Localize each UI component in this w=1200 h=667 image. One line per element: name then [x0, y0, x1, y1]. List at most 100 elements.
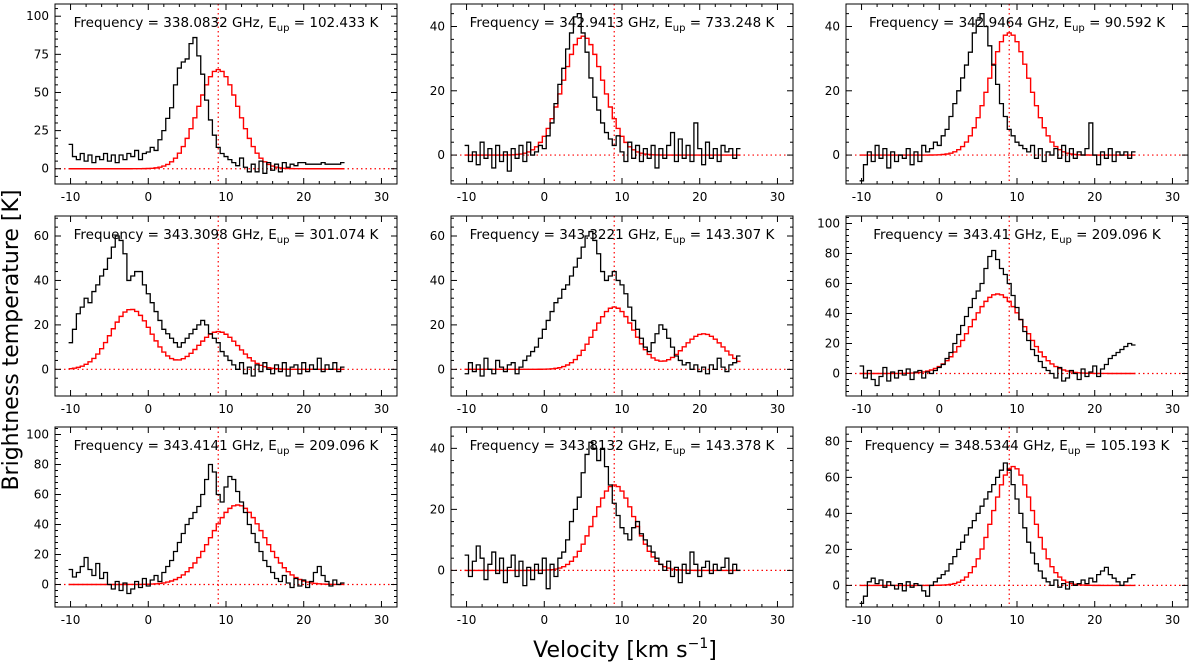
x-tick-label: 30 — [1165, 402, 1180, 416]
spectrum-panel-4: -10 0 10 20 30 0 20 40 60 Frequency = 343.3098 GH… — [34, 215, 398, 416]
spectrum-panel-9: -10 0 10 20 30 0 20 40 60 80 Frequency = 348.5344 … — [825, 426, 1189, 627]
x-tick-label: -10 — [457, 402, 477, 416]
spectrum-panel-2: -10 0 10 20 30 0 20 40 Frequency = 342.9413 GHz,… — [430, 3, 794, 204]
y-tick-label: 100 — [817, 217, 840, 231]
panel-title-end: = 143.378 K — [685, 438, 775, 454]
plot-area — [55, 427, 397, 607]
x-tick-label: 0 — [144, 613, 152, 627]
y-tick-label: 40 — [34, 518, 49, 532]
panel-frame — [450, 426, 794, 608]
spectrum-panel-1: -10 0 10 20 30 0 25 50 75 100 Frequency = 338.0832… — [26, 3, 398, 204]
y-tick-label: 20 — [825, 84, 840, 98]
x-tick-label: 10 — [218, 613, 233, 627]
x-tick-label: 10 — [1009, 190, 1024, 204]
x-tick-label: 30 — [374, 402, 389, 416]
y-tick-label: 75 — [34, 47, 49, 61]
model-spectrum — [464, 35, 741, 156]
y-tick-label: 20 — [825, 337, 840, 351]
y-tick-label: 0 — [832, 578, 840, 592]
panel-title-end: = 90.592 K — [1085, 15, 1166, 31]
panel-title-end: = 733.248 K — [685, 15, 775, 31]
x-tick-label: 0 — [935, 190, 943, 204]
plot-area — [846, 427, 1188, 607]
y-tick-label: 0 — [41, 362, 49, 376]
plot-area — [451, 427, 793, 607]
x-tick-label: 30 — [374, 190, 389, 204]
plot-area — [55, 4, 397, 184]
x-tick-label: 20 — [296, 613, 311, 627]
observed-spectrum — [68, 36, 345, 174]
x-tick-label: 10 — [218, 190, 233, 204]
x-tick-label: -10 — [457, 190, 477, 204]
y-tick-label: 40 — [430, 20, 445, 34]
observed-spectrum — [68, 235, 345, 377]
y-tick-label: 20 — [430, 502, 445, 516]
x-tick-label: 10 — [614, 190, 629, 204]
panel-title-sub: up — [673, 235, 686, 246]
panel-title-end: = 301.074 K — [289, 227, 379, 243]
panel-title-sub: up — [673, 446, 686, 457]
panel-title-sub: up — [1059, 235, 1072, 246]
x-tick-label: 0 — [540, 190, 548, 204]
model-spectrum — [859, 293, 1136, 375]
y-tick-label: 0 — [437, 563, 445, 577]
x-tick-label: 20 — [692, 190, 707, 204]
panel-title: Frequency = 343.4141 GHz, Eup = 209.096 … — [74, 438, 380, 457]
panel-title-main: Frequency = 343.3221 GHz, E — [470, 227, 673, 243]
x-tick-label: -10 — [852, 402, 872, 416]
panel-title-sub: up — [1068, 446, 1081, 457]
x-tick-label: 30 — [770, 190, 785, 204]
panel-title: Frequency = 342.9464 GHz, Eup = 90.592 K — [869, 15, 1166, 34]
model-spectrum — [68, 504, 345, 586]
panel-title-end: = 209.096 K — [1072, 227, 1162, 243]
y-tick-label: 20 — [430, 318, 445, 332]
x-tick-label: 20 — [296, 402, 311, 416]
panel-title-main: Frequency = 343.8132 GHz, E — [470, 438, 673, 454]
panel-title-main: Frequency = 343.4141 GHz, E — [74, 438, 277, 454]
spectrum-panel-3: -10 0 10 20 30 0 20 40 Frequency = 342.9464 GHz,… — [825, 3, 1189, 204]
observed-spectrum — [464, 441, 741, 590]
panel-frame — [845, 215, 1189, 397]
y-tick-label: 40 — [825, 307, 840, 321]
model-spectrum — [68, 68, 345, 170]
model-spectrum — [859, 465, 1136, 587]
plot-area — [451, 216, 793, 396]
panel-title-end: = 143.307 K — [685, 227, 775, 243]
panel-title: Frequency = 343.3098 GHz, Eup = 301.074 … — [74, 227, 380, 246]
y-tick-label: 0 — [832, 367, 840, 381]
panel-title-main: Frequency = 338.0832 GHz, E — [74, 15, 277, 31]
observed-spectrum — [464, 230, 741, 377]
panel-title: Frequency = 342.9413 GHz, Eup = 733.248 … — [470, 15, 776, 34]
y-tick-label: 60 — [430, 229, 445, 243]
y-tick-label: 0 — [41, 578, 49, 592]
x-tick-label: 10 — [614, 613, 629, 627]
panel-title-main: Frequency = 343.41 GHz, E — [873, 227, 1059, 243]
x-tick-label: 20 — [1087, 613, 1102, 627]
panel-title-sub: up — [277, 446, 290, 457]
x-tick-label: 20 — [1087, 190, 1102, 204]
panel-title: Frequency = 348.5344 GHz, Eup = 105.193 … — [865, 438, 1171, 457]
x-tick-label: -10 — [852, 613, 872, 627]
panel-frame — [845, 426, 1189, 608]
plot-area — [846, 216, 1188, 396]
x-axis-label-end: ] — [708, 638, 717, 663]
model-spectrum — [464, 484, 741, 572]
y-tick-label: 25 — [34, 124, 49, 138]
y-tick-label: 50 — [34, 85, 49, 99]
y-tick-label: 40 — [430, 273, 445, 287]
model-spectrum — [464, 306, 741, 371]
x-tick-label: 10 — [614, 402, 629, 416]
x-tick-label: -10 — [852, 190, 872, 204]
x-tick-label: 0 — [540, 402, 548, 416]
y-tick-label: 0 — [437, 148, 445, 162]
x-axis-label-sup: −1 — [688, 636, 709, 652]
x-tick-label: 30 — [770, 402, 785, 416]
x-tick-label: 10 — [1009, 402, 1024, 416]
panel-title-end: = 102.433 K — [289, 15, 379, 31]
x-tick-label: -10 — [61, 402, 81, 416]
plot-area — [451, 4, 793, 184]
y-tick-label: 0 — [437, 362, 445, 376]
panel-title-main: Frequency = 343.3098 GHz, E — [74, 227, 277, 243]
plot-area — [846, 4, 1188, 184]
